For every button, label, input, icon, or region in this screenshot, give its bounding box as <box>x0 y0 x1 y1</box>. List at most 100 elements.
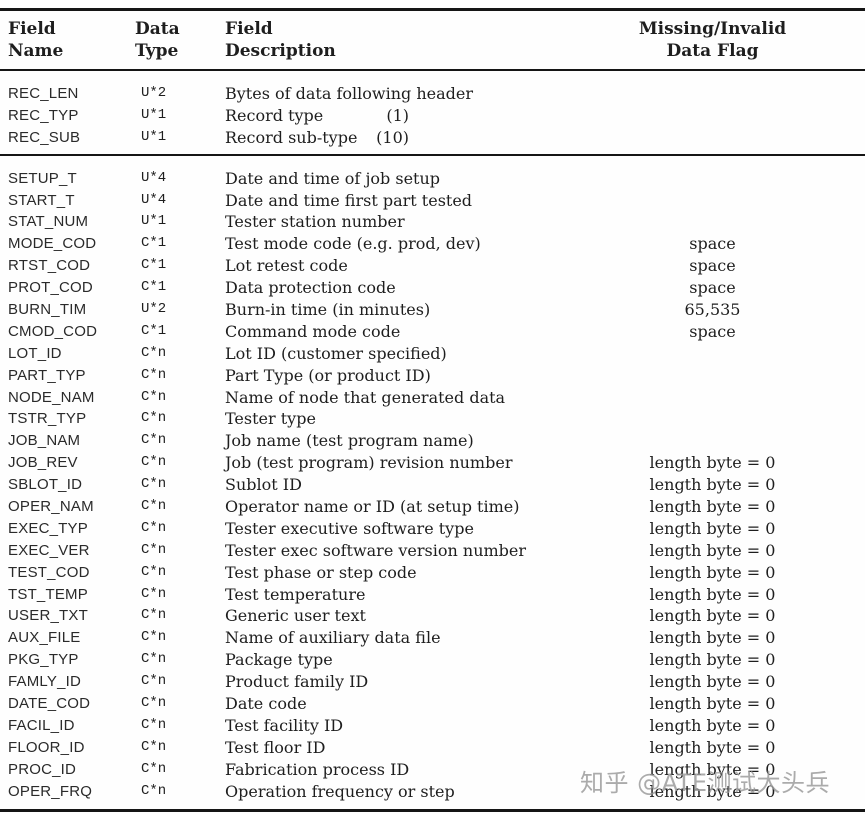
table-row: PROC_ID C*n Fabrication process ID length b… <box>0 759 865 781</box>
field-description-cell: Test facility ID <box>225 715 344 735</box>
table-row: DATE_COD C*n Date code length byte = 0 <box>0 693 865 715</box>
column-header-data-type: Data Type <box>135 18 225 62</box>
field-description-cell: Tester executive software type <box>225 518 474 538</box>
field-name-cell: EXEC_VER <box>8 541 90 559</box>
data-type-cell: C*n <box>141 344 167 361</box>
table-row: TST_TEMP C*n Test temperature length byte =… <box>0 584 865 606</box>
field-description-cell: Job (test program) revision number <box>225 453 513 473</box>
data-type-cell: C*n <box>141 498 167 515</box>
missing-flag-cell: space <box>689 278 736 298</box>
missing-flag-cell: length byte = 0 <box>649 672 776 692</box>
field-description-cell: Package type <box>225 650 333 670</box>
field-name-cell: JOB_NAM <box>8 432 81 450</box>
field-name-cell: SBLOT_ID <box>8 476 83 494</box>
missing-flag-cell: length byte = 0 <box>649 650 776 670</box>
data-type-cell: C*n <box>141 629 167 646</box>
field-name-cell: RTST_COD <box>8 257 91 275</box>
missing-flag-cell: length byte = 0 <box>649 781 776 801</box>
data-type-cell: C*1 <box>141 257 167 274</box>
field-name-cell: START_T <box>8 191 75 209</box>
table-row: TEST_COD C*n Test phase or step code length… <box>0 562 865 584</box>
field-name-cell: FAMLY_ID <box>8 673 82 691</box>
data-type-cell: C*n <box>141 388 167 405</box>
table-row: FLOOR_ID C*n Test floor ID length byte = 0 <box>0 737 865 759</box>
field-name-cell: STAT_NUM <box>8 213 89 231</box>
data-type-cell: C*n <box>141 607 167 624</box>
missing-flag-cell: length byte = 0 <box>649 540 776 560</box>
data-type-cell: U*4 <box>141 191 167 208</box>
data-type-cell: C*n <box>141 760 167 777</box>
missing-flag-cell <box>605 190 820 212</box>
table-row: EXEC_TYP C*n Tester executive software typ… <box>0 518 865 540</box>
column-header-field-name: Field Name <box>8 18 135 62</box>
data-type-cell: C*n <box>141 519 167 536</box>
field-description-cell: Sublot ID <box>225 475 302 495</box>
field-name-cell: TSTR_TYP <box>8 410 87 428</box>
missing-flag-cell: length byte = 0 <box>649 606 776 626</box>
record-header-section: REC_LEN U*2 Bytes of data following header… <box>0 71 865 154</box>
table-row: SETUP_T U*4 Date and time of job setup <box>0 168 865 190</box>
field-description-cell: Test floor ID <box>225 737 326 757</box>
table-row: STAT_NUM U*1 Tester station number <box>0 211 865 233</box>
missing-flag-cell: length byte = 0 <box>649 475 776 495</box>
table-row: REC_SUB U*1 Record sub-type (10) <box>0 127 865 149</box>
data-type-cell: C*1 <box>141 235 167 252</box>
table-row: REC_TYP U*1 Record type (1) <box>0 105 865 127</box>
missing-flag-cell: length byte = 0 <box>649 584 776 604</box>
field-description-cell: Operation frequency or step <box>225 781 455 801</box>
table-header: Field Name Data Type Field Description Miss… <box>0 11 865 69</box>
table-row: REC_LEN U*2 Bytes of data following header <box>0 83 865 105</box>
field-name-cell: REC_LEN <box>8 85 79 102</box>
missing-flag-cell: space <box>689 321 736 341</box>
missing-flag-cell: length byte = 0 <box>649 759 776 779</box>
field-name-cell: NODE_NAM <box>8 388 95 406</box>
data-type-cell: C*n <box>141 738 167 755</box>
data-type-cell: U*4 <box>141 169 167 186</box>
table-row: OPER_NAM C*n Operator name or ID (at setup… <box>0 496 865 518</box>
field-name-cell: PART_TYP <box>8 366 86 384</box>
field-name-cell: AUX_FILE <box>8 629 81 647</box>
data-type-cell: C*n <box>141 432 167 449</box>
field-description-cell: Date and time of job setup <box>225 168 441 188</box>
description-note: (10) <box>376 127 409 147</box>
top-margin <box>0 0 865 8</box>
field-name-cell: PROT_COD <box>8 279 93 297</box>
data-type-cell: C*1 <box>141 279 167 296</box>
data-type-cell: C*n <box>141 366 167 383</box>
field-description-cell: Lot ID (customer specified) <box>225 343 447 363</box>
table-row: START_T U*4 Date and time first part teste… <box>0 190 865 212</box>
table-row: LOT_ID C*n Lot ID (customer specified) <box>0 343 865 365</box>
table-row: TSTR_TYP C*n Tester type <box>0 408 865 430</box>
missing-flag-cell: length byte = 0 <box>649 694 776 714</box>
field-description-cell: Fabrication process ID <box>225 759 410 779</box>
table-row: NODE_NAM C*n Name of node that generated d… <box>0 387 865 409</box>
field-description-cell: Operator name or ID (at setup time) <box>225 497 520 517</box>
field-description-cell: Command mode code <box>225 321 401 341</box>
header-line: Missing/Invalid <box>638 19 787 39</box>
missing-flag-cell <box>605 387 820 409</box>
section-divider-rule <box>0 153 865 156</box>
field-description-cell: Record type (1) <box>225 105 409 125</box>
missing-flag-cell <box>605 83 820 105</box>
field-name-cell: FLOOR_ID <box>8 738 85 756</box>
column-header-missing-flag: Missing/Invalid Data Flag <box>605 18 820 62</box>
field-name-cell: TEST_COD <box>8 563 90 581</box>
field-name-cell: USER_TXT <box>8 607 88 625</box>
missing-flag-cell <box>605 168 820 190</box>
data-type-cell: U*1 <box>141 213 167 230</box>
table-row: PROT_COD C*1 Data protection code space <box>0 277 865 299</box>
data-type-cell: U*2 <box>141 85 167 101</box>
data-type-cell: C*n <box>141 695 167 712</box>
data-type-cell: C*n <box>141 673 167 690</box>
missing-flag-cell: length byte = 0 <box>649 715 776 735</box>
field-description-cell: Date code <box>225 694 307 714</box>
data-type-cell: C*n <box>141 476 167 493</box>
field-description-cell: Data protection code <box>225 278 396 298</box>
table-row: BURN_TIM U*2 Burn-in time (in minutes) 65,5… <box>0 299 865 321</box>
missing-flag-cell <box>605 343 820 365</box>
field-name-cell: OPER_NAM <box>8 498 94 516</box>
table-row: CMOD_COD C*1 Command mode code space <box>0 321 865 343</box>
table-row: USER_TXT C*n Generic user text length byte … <box>0 605 865 627</box>
field-description-cell: Job name (test program name) <box>225 431 474 451</box>
